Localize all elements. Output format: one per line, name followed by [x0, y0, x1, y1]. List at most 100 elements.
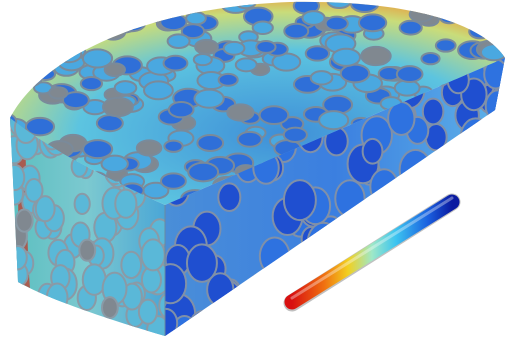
- particle: [83, 4, 106, 20]
- particle: [381, 279, 404, 307]
- particle: [24, 178, 44, 203]
- particle: [165, 263, 188, 305]
- particle: [219, 314, 252, 336]
- particle: [251, 20, 274, 36]
- particle: [385, 323, 410, 336]
- particle: [282, 179, 317, 222]
- particle: [324, 15, 349, 32]
- particle: [30, 25, 57, 43]
- particle: [236, 130, 263, 148]
- particle: [69, 17, 92, 33]
- particle: [408, 6, 434, 23]
- particle: [369, 168, 400, 205]
- particle: [10, 94, 13, 111]
- particle: [159, 172, 187, 190]
- particle: [459, 117, 492, 158]
- particle: [477, 13, 504, 31]
- particle: [375, 258, 404, 294]
- particle: [460, 144, 493, 165]
- particle: [476, 251, 502, 283]
- particle: [55, 45, 83, 64]
- color-bar: [283, 193, 461, 312]
- particle: [409, 308, 437, 336]
- particle: [73, 192, 91, 216]
- particle: [463, 152, 489, 169]
- particle: [365, 194, 397, 234]
- particle: [463, 140, 489, 157]
- particle: [21, 67, 45, 83]
- particle: [463, 1, 489, 9]
- particle: [234, 57, 258, 73]
- particle: [91, 321, 114, 336]
- particle: [309, 70, 334, 86]
- particle: [68, 11, 96, 29]
- particle: [187, 161, 220, 183]
- particle: [384, 186, 410, 203]
- particle: [114, 188, 138, 219]
- particle: [117, 13, 147, 33]
- particle: [326, 303, 361, 336]
- particle: [10, 308, 36, 336]
- particle: [166, 33, 191, 49]
- particle: [339, 63, 371, 84]
- particle: [329, 310, 354, 336]
- particle: [347, 274, 380, 314]
- particle: [304, 45, 331, 62]
- particle: [432, 236, 460, 271]
- particle: [10, 38, 26, 57]
- particle: [326, 1, 353, 10]
- particle: [10, 30, 22, 47]
- particle: [455, 270, 478, 298]
- particle: [79, 75, 104, 92]
- particle: [13, 296, 31, 320]
- particle: [451, 161, 473, 175]
- particle: [10, 287, 26, 316]
- particle: [78, 238, 97, 262]
- particle: [193, 88, 225, 109]
- particle: [486, 316, 505, 336]
- particle: [331, 47, 361, 67]
- particle: [484, 89, 505, 123]
- particle: [27, 301, 49, 329]
- particle: [81, 48, 114, 69]
- particle: [95, 114, 124, 133]
- particle: [10, 167, 13, 183]
- particle: [34, 195, 56, 223]
- particle: [103, 62, 126, 77]
- particle: [137, 298, 159, 325]
- particle: [13, 66, 39, 82]
- particle: [454, 173, 485, 193]
- particle: [306, 221, 341, 264]
- particle: [318, 110, 350, 131]
- particle: [469, 208, 497, 243]
- particle: [255, 39, 277, 54]
- particle: [186, 1, 210, 9]
- particle: [188, 309, 218, 336]
- particle: [100, 154, 129, 173]
- particle: [45, 282, 69, 313]
- particle: [430, 262, 462, 302]
- particle: [59, 27, 80, 42]
- particle: [10, 163, 26, 192]
- particle: [246, 272, 277, 310]
- particle: [387, 101, 416, 137]
- particle: [185, 243, 218, 283]
- particle: [23, 313, 50, 336]
- particle: [196, 134, 225, 152]
- particle: [258, 236, 291, 276]
- particle: [398, 148, 433, 191]
- particle: [475, 269, 501, 302]
- particle: [10, 1, 32, 17]
- particle: [461, 168, 493, 189]
- particle: [477, 286, 505, 322]
- particle: [438, 10, 460, 25]
- particle: [390, 201, 413, 206]
- particle: [479, 1, 505, 10]
- particle: [10, 244, 28, 271]
- particle: [454, 1, 478, 12]
- particle: [468, 23, 492, 40]
- particle: [282, 126, 308, 143]
- particle: [420, 51, 441, 66]
- particle: [360, 45, 392, 67]
